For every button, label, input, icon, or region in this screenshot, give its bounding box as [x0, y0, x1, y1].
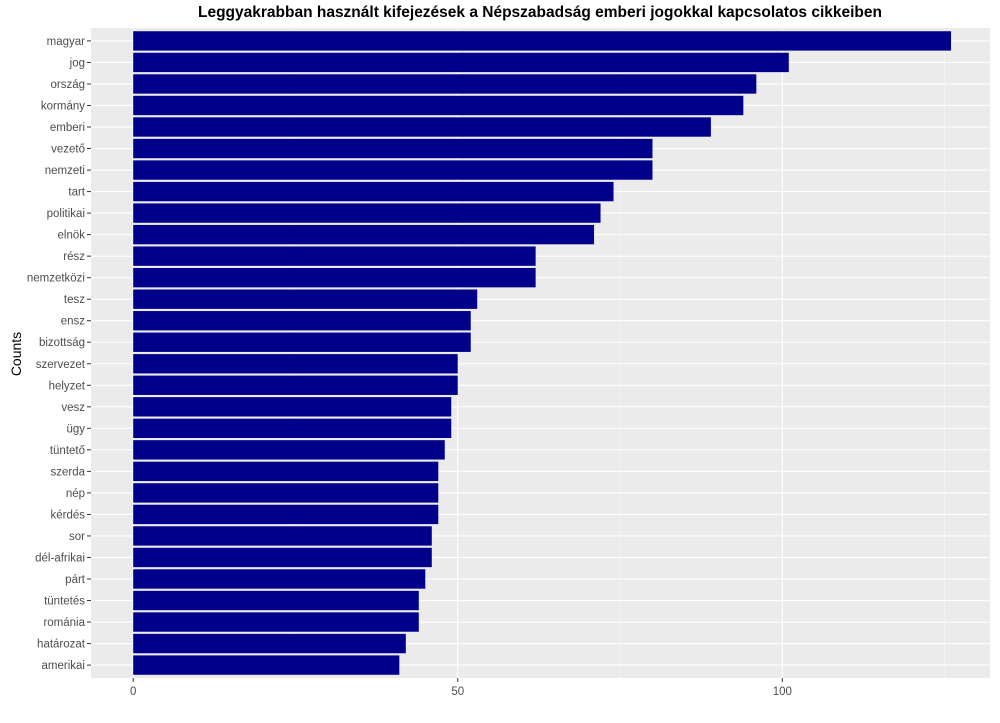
bar-ország — [133, 74, 757, 94]
y-tick-label: tüntető — [50, 445, 85, 457]
y-tick-label: kérdés — [50, 509, 85, 521]
y-tick-label: bizottság — [39, 337, 85, 349]
bar-románia — [133, 612, 419, 632]
y-tick-label: párt — [65, 574, 86, 586]
bar-nemzetközi — [133, 267, 536, 288]
y-tick-label: határozat — [37, 639, 86, 651]
y-tick-label: ország — [50, 79, 85, 91]
bar-ensz — [133, 311, 471, 331]
bar-dél-afrikai — [133, 547, 432, 568]
y-tick-label: rész — [63, 251, 85, 263]
bar-nemzeti — [133, 160, 653, 180]
y-tick-label: tüntetés — [44, 596, 85, 608]
x-tick-label: 100 — [773, 686, 792, 698]
bar-vezető — [133, 138, 653, 159]
bar-bizottság — [133, 332, 471, 352]
bar-magyar — [133, 31, 952, 51]
y-tick-label: vezető — [51, 144, 85, 156]
y-tick-label: tart — [68, 187, 85, 199]
y-tick-label: nemzeti — [45, 165, 85, 177]
bar-emberi — [133, 117, 711, 137]
y-tick-label: szerda — [50, 466, 85, 478]
bar-helyzet — [133, 375, 458, 395]
bar-politikai — [133, 203, 601, 223]
y-tick-label: helyzet — [49, 380, 86, 392]
bar-nép — [133, 483, 439, 503]
y-tick-label: dél-afrikai — [35, 552, 85, 564]
y-tick-label: sor — [69, 531, 85, 543]
y-tick-label: magyar — [47, 36, 86, 48]
y-tick-label: elnök — [58, 230, 86, 242]
y-tick-label: vesz — [61, 402, 85, 414]
y-tick-label: románia — [43, 617, 85, 629]
y-tick-label: kormány — [41, 100, 85, 112]
bar-kérdés — [133, 504, 439, 525]
bar-elnök — [133, 224, 595, 245]
y-tick-label: politikai — [47, 208, 85, 220]
x-tick-label: 50 — [451, 686, 464, 698]
bar-tüntetés — [133, 590, 419, 611]
bar-tesz — [133, 289, 478, 309]
y-tick-label: szervezet — [36, 359, 86, 371]
bar-határozat — [133, 633, 406, 654]
y-tick-label: emberi — [50, 122, 85, 134]
y-tick-label: nép — [66, 488, 85, 500]
bar-tart — [133, 181, 614, 202]
y-tick-label: ügy — [66, 423, 85, 435]
bar-amerikai — [133, 655, 400, 675]
x-tick-label: 0 — [130, 686, 136, 698]
bar-rész — [133, 246, 536, 266]
y-tick-label: nemzetközi — [27, 273, 85, 285]
bar-szerda — [133, 461, 439, 482]
bar-tüntető — [133, 440, 445, 460]
bar-sor — [133, 526, 432, 546]
bar-szervezet — [133, 354, 458, 374]
y-tick-label: amerikai — [42, 660, 85, 672]
bar-párt — [133, 569, 426, 589]
y-tick-label: jog — [69, 57, 85, 69]
y-tick-label: ensz — [61, 316, 86, 328]
chart-title: Leggyakrabban használt kifejezések a Nép… — [197, 4, 882, 21]
bar-ügy — [133, 418, 452, 439]
bar-jog — [133, 52, 789, 73]
bar-kormány — [133, 95, 744, 116]
bar-vesz — [133, 397, 452, 417]
y-tick-label: tesz — [64, 294, 85, 306]
